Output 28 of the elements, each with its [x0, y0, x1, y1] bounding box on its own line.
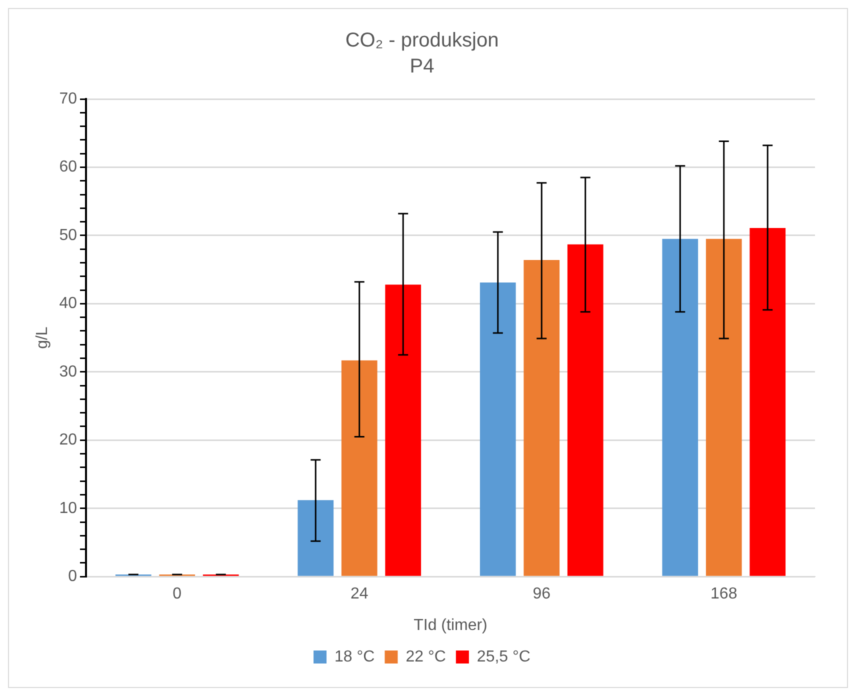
y-tick-label: 60: [59, 158, 78, 176]
legend-label: 22 °C: [406, 648, 446, 666]
y-tick-label: 40: [59, 295, 78, 312]
bar: [750, 228, 786, 576]
y-tick-label: 70: [59, 90, 78, 108]
x-tick-label: 96: [532, 586, 551, 603]
bar: [567, 244, 604, 576]
bar: [706, 238, 742, 576]
chart-title: CO₂ - produksjon: [345, 30, 499, 52]
bar: [341, 360, 378, 576]
bar: [298, 500, 334, 576]
y-tick-label: 50: [59, 226, 78, 244]
y-tick-label: 30: [59, 363, 78, 380]
x-tick-label: 0: [172, 586, 182, 603]
x-axis-title: TId (timer): [414, 616, 488, 634]
bar: [385, 284, 422, 576]
x-tick-label: 24: [350, 586, 368, 603]
bar: [524, 260, 560, 576]
y-tick-label: 0: [68, 568, 78, 586]
legend-label: 25,5 °C: [476, 648, 530, 666]
x-tick-label: 168: [710, 586, 738, 603]
bar: [662, 238, 698, 576]
chart-subtitle: P4: [410, 56, 434, 78]
y-tick-label: 10: [59, 500, 78, 517]
bar: [480, 282, 516, 576]
y-axis-title: g/L: [34, 326, 52, 349]
legend-label: 18 °C: [334, 648, 375, 666]
y-tick-label: 20: [59, 432, 78, 449]
